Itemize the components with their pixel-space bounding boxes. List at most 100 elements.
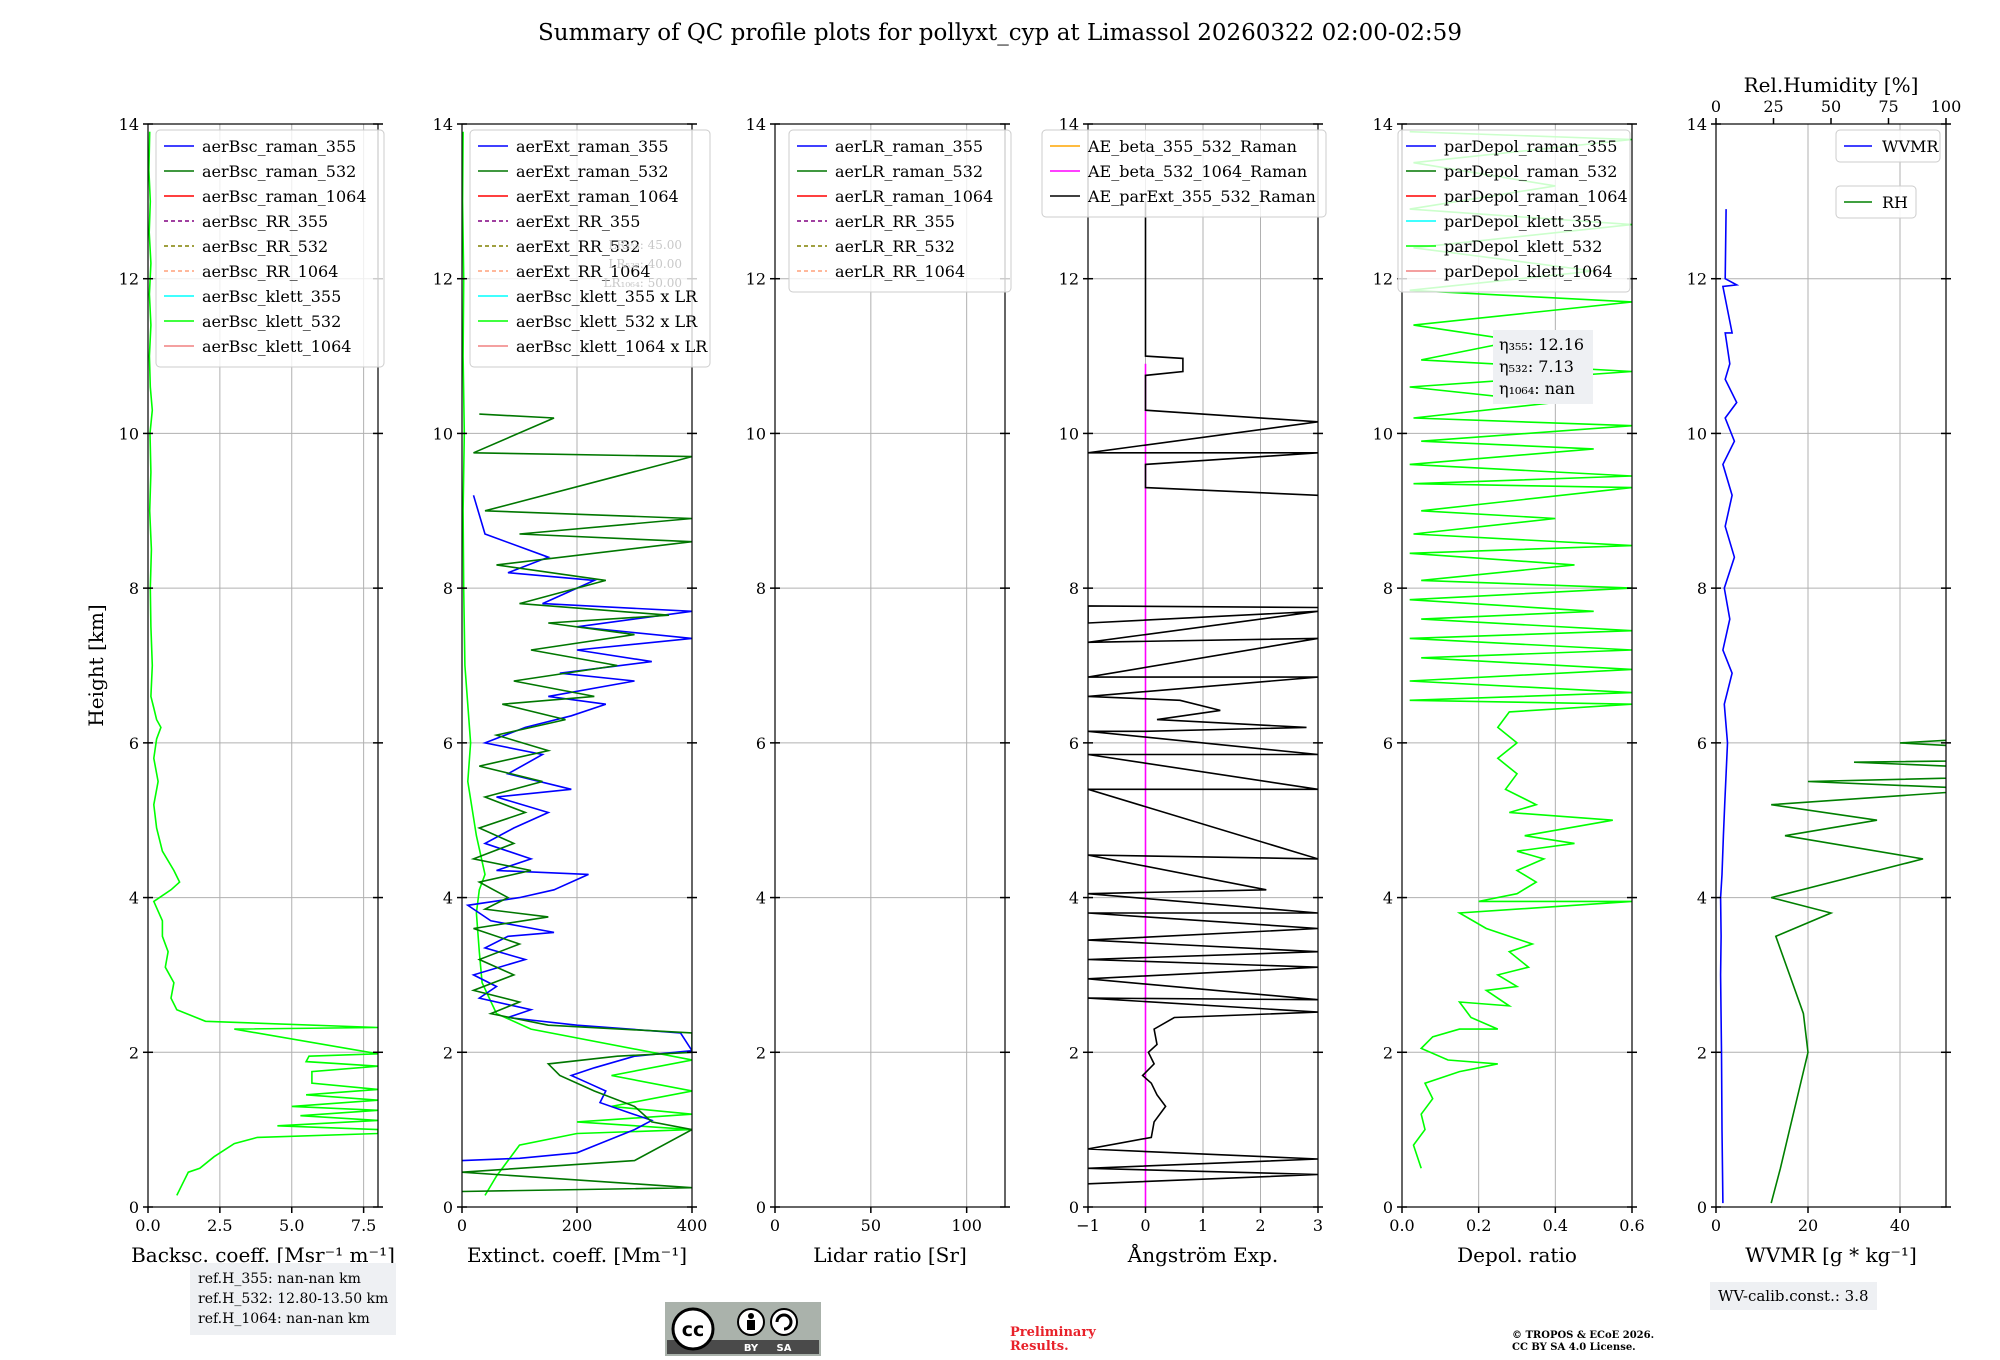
y-tick-label: 0	[1383, 1198, 1393, 1217]
y-tick-label: 8	[1069, 579, 1079, 598]
cc-sa-label: SA	[777, 1343, 792, 1354]
y-tick-label: 0	[129, 1198, 139, 1217]
wv-calibration-box: WV-calib.const.: 3.8	[1710, 1282, 1877, 1310]
panel-depol: 0 2 4 6 8 10 12 14 0.0 0.2 0.4 0.6 Depol. ratio parDe…	[1373, 115, 1645, 1267]
legend-label: aerBsc_klett_355 x LR	[516, 287, 698, 306]
series-group	[1088, 201, 1318, 1207]
refh-355: ref.H_355: nan-nan km	[198, 1271, 361, 1287]
y-tick-label: 8	[756, 579, 766, 598]
x-tick-label: 0.4	[1543, 1216, 1568, 1235]
y-tick-label: 14	[746, 115, 766, 134]
x-tick-label-top: 100	[1931, 97, 1962, 116]
legend-box	[155, 129, 385, 368]
reference-height-box: ref.H_355: nan-nan km ref.H_532: 12.80-1…	[190, 1263, 397, 1335]
cc-by-label: BY	[744, 1343, 759, 1354]
y-tick-label: 14	[1373, 115, 1393, 134]
x-tick-label: 100	[951, 1216, 982, 1235]
y-tick-label: 0	[1069, 1198, 1079, 1217]
series-AE_parExt_355_532_Raman_upper	[1088, 201, 1318, 497]
legend-label: parDepol_raman_1064	[1444, 187, 1628, 206]
y-tick-label: 4	[443, 889, 453, 908]
x-tick-label: 0	[1711, 1216, 1721, 1235]
y-tick-label: 4	[129, 889, 139, 908]
y-tick-label: 12	[746, 270, 766, 289]
y-tick-label: 6	[1383, 734, 1393, 753]
legend-label: parDepol_raman_355	[1444, 137, 1617, 156]
axes-frame	[147, 123, 379, 1208]
y-tick-label: 2	[443, 1043, 453, 1062]
series-group	[1409, 130, 1632, 1169]
legend-label: aerLR_raman_1064	[835, 187, 993, 206]
y-tick-label: 2	[1069, 1043, 1079, 1062]
legend-label: aerExt_raman_355	[516, 137, 669, 156]
y-tick-label: 6	[1069, 734, 1079, 753]
x-tick-label: 2.5	[207, 1216, 232, 1235]
series-AE_parExt_355_532_Raman	[1088, 605, 1318, 1185]
eta-note: η₅₃₂: 7.13	[1499, 357, 1574, 376]
y-tick-label: 6	[443, 734, 453, 753]
y-tick-label: 14	[1059, 115, 1079, 134]
x-tick-label: 0.2	[1466, 1216, 1491, 1235]
legend-box	[469, 129, 711, 368]
legend-box	[1397, 129, 1631, 293]
x-axis-label: WVMR [g * kg⁻¹]	[1745, 1243, 1917, 1267]
y-tick-label: 6	[756, 734, 766, 753]
x-tick-label: 0.6	[1619, 1216, 1644, 1235]
y-tick-label: 12	[1687, 270, 1707, 289]
y-tick-label: 4	[1069, 889, 1079, 908]
series-RH	[1770, 711, 1946, 1204]
legend-box	[1041, 129, 1327, 218]
copyright-line-2: CC BY SA 4.0 License.	[1512, 1342, 1636, 1353]
cc-by-sa-logo: cc BY SA	[665, 1302, 821, 1356]
x-axis-label: Ångström Exp.	[1127, 1242, 1278, 1267]
legend-box-rh	[1835, 185, 1917, 219]
x-axis-label: Extinct. coeff. [Mm⁻¹]	[467, 1243, 687, 1267]
lidar-ratio-note: LR₃₅₅: 45.00	[608, 238, 682, 252]
x-tick-label: 7.5	[351, 1216, 376, 1235]
y-tick-label: 12	[1059, 270, 1079, 289]
y-tick-label: 12	[119, 270, 139, 289]
y-tick-label: 4	[1697, 889, 1707, 908]
y-tick-label: 0	[443, 1198, 453, 1217]
legend-label: aerBsc_klett_355	[202, 287, 341, 306]
y-tick-label: 0	[756, 1198, 766, 1217]
eta-box	[1493, 330, 1593, 404]
legend-label: aerBsc_raman_532	[202, 162, 356, 181]
legend-label: aerLR_raman_355	[835, 137, 983, 156]
y-tick-label: 8	[129, 579, 139, 598]
legend-label: aerBsc_klett_532	[202, 312, 341, 331]
legend-label: RH	[1882, 193, 1908, 212]
y-tick-label: 4	[756, 889, 766, 908]
series-WVMR	[1719, 209, 1740, 1204]
copyright-line-1: © TROPOS & ECoE 2026.	[1512, 1330, 1655, 1341]
x-tick-label: 5.0	[279, 1216, 304, 1235]
eta-note: η₁₀₆₄: nan	[1499, 379, 1575, 398]
x-tick-label: 400	[677, 1216, 708, 1235]
x-tick-label: 3	[1313, 1216, 1323, 1235]
legend-label: aerExt_RR_1064	[516, 262, 651, 281]
legend-label: AE_beta_532_1064_Raman	[1087, 162, 1307, 181]
y-tick-label: 14	[1687, 115, 1707, 134]
y-tick-label: 4	[1383, 889, 1393, 908]
x-tick-label: 0	[457, 1216, 467, 1235]
series-aerExt_raman_355	[462, 495, 692, 1162]
y-tick-label: 2	[1697, 1043, 1707, 1062]
legend-label: aerLR_RR_355	[835, 212, 955, 231]
legend-label: aerBsc_raman_355	[202, 137, 356, 156]
legend-label: parDepol_klett_1064	[1444, 262, 1613, 281]
y-tick-label: 10	[1373, 424, 1393, 443]
lidar-ratio-note: LR₅₃₂: 40.00	[608, 257, 682, 271]
eta-note: η₃₅₅: 12.16	[1499, 335, 1584, 354]
legend-label: aerBsc_RR_532	[202, 237, 328, 256]
preliminary-results: Preliminary Results.	[1010, 1326, 1096, 1354]
y-tick-label: 6	[129, 734, 139, 753]
series-group	[462, 131, 692, 1196]
legend-label: parDepol_klett_355	[1444, 212, 1602, 231]
y-tick-label: 8	[1697, 579, 1707, 598]
legend-label: aerExt_RR_532	[516, 237, 640, 256]
x-tick-label: 20	[1798, 1216, 1818, 1235]
axes-frame	[1401, 123, 1633, 1208]
